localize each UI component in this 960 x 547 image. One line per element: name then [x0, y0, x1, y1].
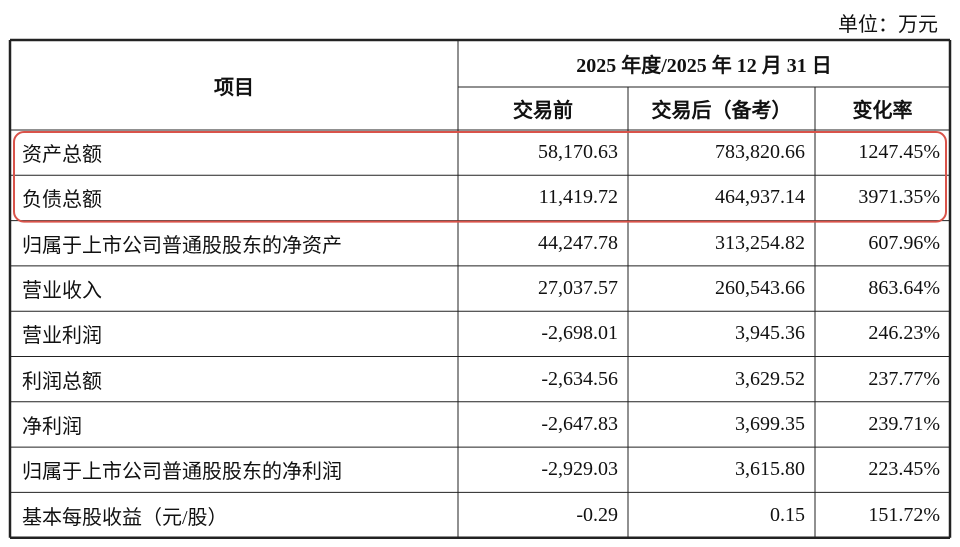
row-value: -2,929.03 — [541, 458, 618, 481]
row-value: 3,615.80 — [735, 458, 805, 481]
row-value: 783,820.66 — [715, 141, 805, 164]
row-label: 净利润 — [22, 415, 82, 438]
row-value: 464,937.14 — [715, 186, 805, 209]
row-value: 237.77% — [868, 367, 940, 390]
row-value: -0.29 — [576, 503, 618, 526]
row-value: 239.71% — [868, 412, 940, 435]
row-label: 利润总额 — [22, 370, 102, 393]
row-label: 营业利润 — [22, 325, 102, 348]
row-label: 资产总额 — [22, 144, 102, 167]
row-label: 营业收入 — [22, 280, 102, 303]
header-item: 项目 — [214, 76, 254, 99]
row-value: 863.64% — [868, 277, 940, 300]
row-value: 151.72% — [868, 503, 940, 526]
row-value: 223.45% — [868, 458, 940, 481]
row-value: 313,254.82 — [715, 231, 805, 254]
row-value: 246.23% — [868, 322, 940, 345]
row-value: 607.96% — [868, 231, 940, 254]
header-column: 交易后（备考） — [651, 100, 792, 122]
row-value: -2,647.83 — [541, 412, 618, 435]
row-value: 1247.45% — [858, 141, 940, 164]
header-column: 变化率 — [852, 100, 913, 122]
row-value: 3,629.52 — [735, 367, 805, 390]
unit: 单位：万元 — [838, 13, 938, 36]
row-label: 基本每股收益（元/股） — [22, 506, 228, 529]
header-column: 交易前 — [513, 100, 573, 122]
row-value: 11,419.72 — [538, 186, 618, 209]
row-value: -2,634.56 — [541, 367, 618, 390]
highlight-box — [13, 131, 947, 223]
row-label: 负债总额 — [22, 189, 102, 212]
row-value: 44,247.78 — [538, 231, 618, 254]
row-value: 27,037.57 — [538, 277, 618, 300]
row-value: -2,698.01 — [541, 322, 618, 345]
row-value: 3,699.35 — [735, 412, 805, 435]
row-value: 58,170.63 — [538, 141, 618, 164]
row-value: 3971.35% — [858, 186, 940, 209]
row-value: 0.15 — [770, 503, 805, 526]
row-value: 3,945.36 — [735, 322, 805, 345]
row-label: 归属于上市公司普通股股东的净资产 — [22, 234, 342, 257]
row-value: 260,543.66 — [715, 277, 805, 300]
header-period: 2025 年度/2025 年 12 月 31 日 — [576, 55, 832, 77]
row-label: 归属于上市公司普通股股东的净利润 — [22, 461, 342, 484]
